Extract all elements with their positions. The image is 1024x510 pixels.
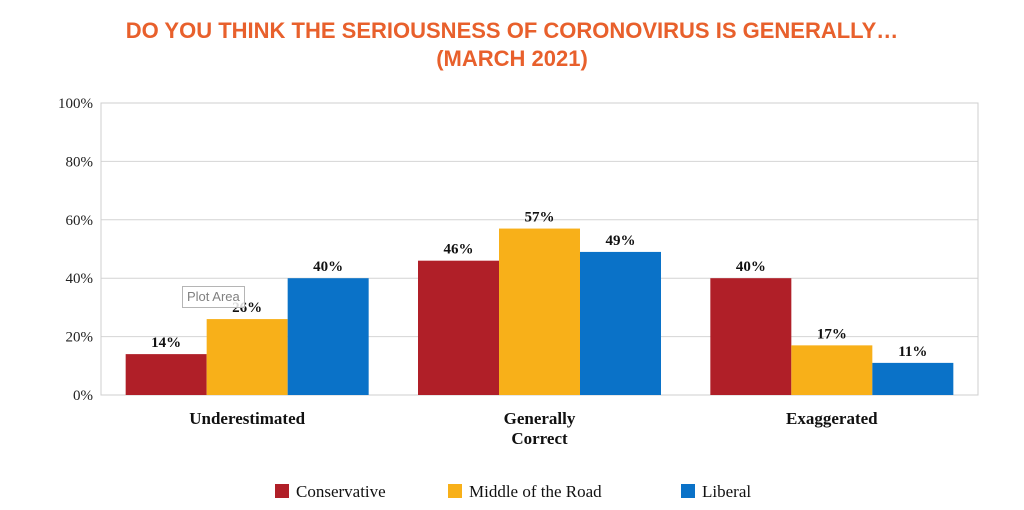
x-category-label: Exaggerated: [786, 409, 878, 428]
legend-swatch: [681, 484, 695, 498]
bar-conservative: [125, 354, 207, 395]
chart-title-line-2: (MARCH 2021): [436, 46, 588, 71]
bar-middle-of-the-road: [791, 345, 873, 395]
y-tick-label: 100%: [58, 96, 93, 112]
bar-middle-of-the-road: [206, 319, 288, 395]
legend-swatch: [275, 484, 289, 498]
data-label: 14%: [151, 335, 181, 351]
bar-liberal: [580, 251, 661, 395]
y-tick-label: 60%: [66, 213, 94, 229]
bar-middle-of-the-road: [499, 228, 580, 395]
y-tick-label: 20%: [66, 330, 94, 346]
x-category-label: Correct: [511, 429, 568, 448]
bar-liberal: [287, 278, 369, 395]
x-category-label: Generally: [504, 409, 576, 428]
legend-label: Middle of the Road: [469, 482, 602, 501]
bar-conservative: [710, 278, 792, 395]
plot-area-tooltip: Plot Area: [182, 286, 245, 308]
data-label: 40%: [736, 259, 766, 275]
bar-liberal: [872, 362, 954, 395]
y-tick-label: 80%: [66, 154, 94, 170]
legend-label: Conservative: [296, 482, 386, 501]
data-label: 57%: [525, 210, 555, 226]
data-label: 46%: [444, 242, 474, 258]
legend-swatch: [448, 484, 462, 498]
y-tick-label: 0%: [73, 388, 93, 404]
data-label: 40%: [313, 259, 343, 275]
data-label: 11%: [898, 344, 927, 360]
chart-title-line-1: DO YOU THINK THE SERIOUSNESS OF CORONOVI…: [125, 18, 899, 43]
x-category-label: Underestimated: [189, 409, 305, 428]
y-tick-label: 40%: [66, 271, 94, 287]
data-label: 49%: [606, 233, 636, 249]
bar-conservative: [418, 260, 499, 395]
legend-label: Liberal: [702, 482, 751, 501]
data-label: 17%: [817, 326, 847, 342]
